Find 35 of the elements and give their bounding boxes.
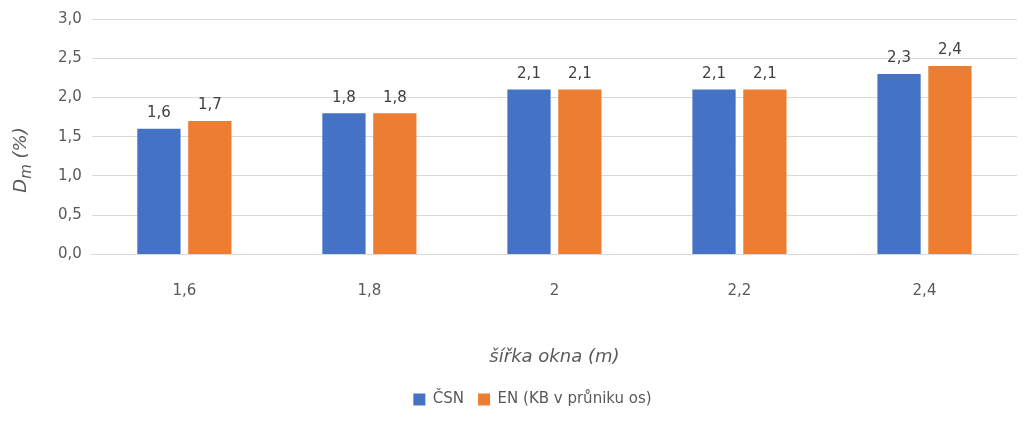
bar bbox=[692, 89, 736, 254]
y-tick-label: 1,5 bbox=[58, 126, 82, 145]
data-label: 2,1 bbox=[517, 64, 541, 83]
x-tick-label: 2 bbox=[549, 281, 560, 300]
data-label: 1,8 bbox=[382, 87, 407, 106]
y-tick-label: 0,0 bbox=[58, 244, 82, 263]
legend-label: ČSN bbox=[432, 388, 465, 408]
x-tick-label: 2,2 bbox=[727, 281, 752, 300]
y-tick-label: 0,5 bbox=[58, 205, 82, 224]
bar bbox=[322, 113, 366, 254]
y-tick-label: 2,5 bbox=[58, 48, 82, 67]
y-tick-label: 2,0 bbox=[58, 87, 82, 106]
data-label: 2,1 bbox=[752, 64, 777, 83]
bar bbox=[507, 89, 551, 254]
y-tick-label: 3,0 bbox=[58, 8, 82, 27]
bar bbox=[137, 128, 181, 254]
data-label: 2,3 bbox=[887, 48, 911, 67]
data-label: 1,6 bbox=[147, 103, 171, 122]
data-label: 2,1 bbox=[702, 64, 726, 83]
bar bbox=[558, 89, 602, 254]
legend-label: EN (KB v průniku os) bbox=[497, 389, 652, 408]
data-label: 2,1 bbox=[567, 64, 592, 83]
bar bbox=[743, 89, 787, 254]
data-label: 1,8 bbox=[332, 87, 356, 106]
x-tick-label: 1,6 bbox=[172, 281, 197, 300]
bar bbox=[373, 113, 417, 254]
x-tick-label: 2,4 bbox=[912, 281, 937, 300]
bar bbox=[877, 73, 921, 254]
bar bbox=[188, 121, 232, 254]
data-label: 2,4 bbox=[938, 40, 962, 59]
data-label: 1,7 bbox=[197, 95, 222, 114]
y-tick-label: 1,0 bbox=[58, 165, 82, 184]
bar bbox=[928, 66, 972, 254]
x-axis-title: šířka okna (m) bbox=[489, 344, 620, 366]
x-tick-label: 1,8 bbox=[357, 281, 382, 300]
